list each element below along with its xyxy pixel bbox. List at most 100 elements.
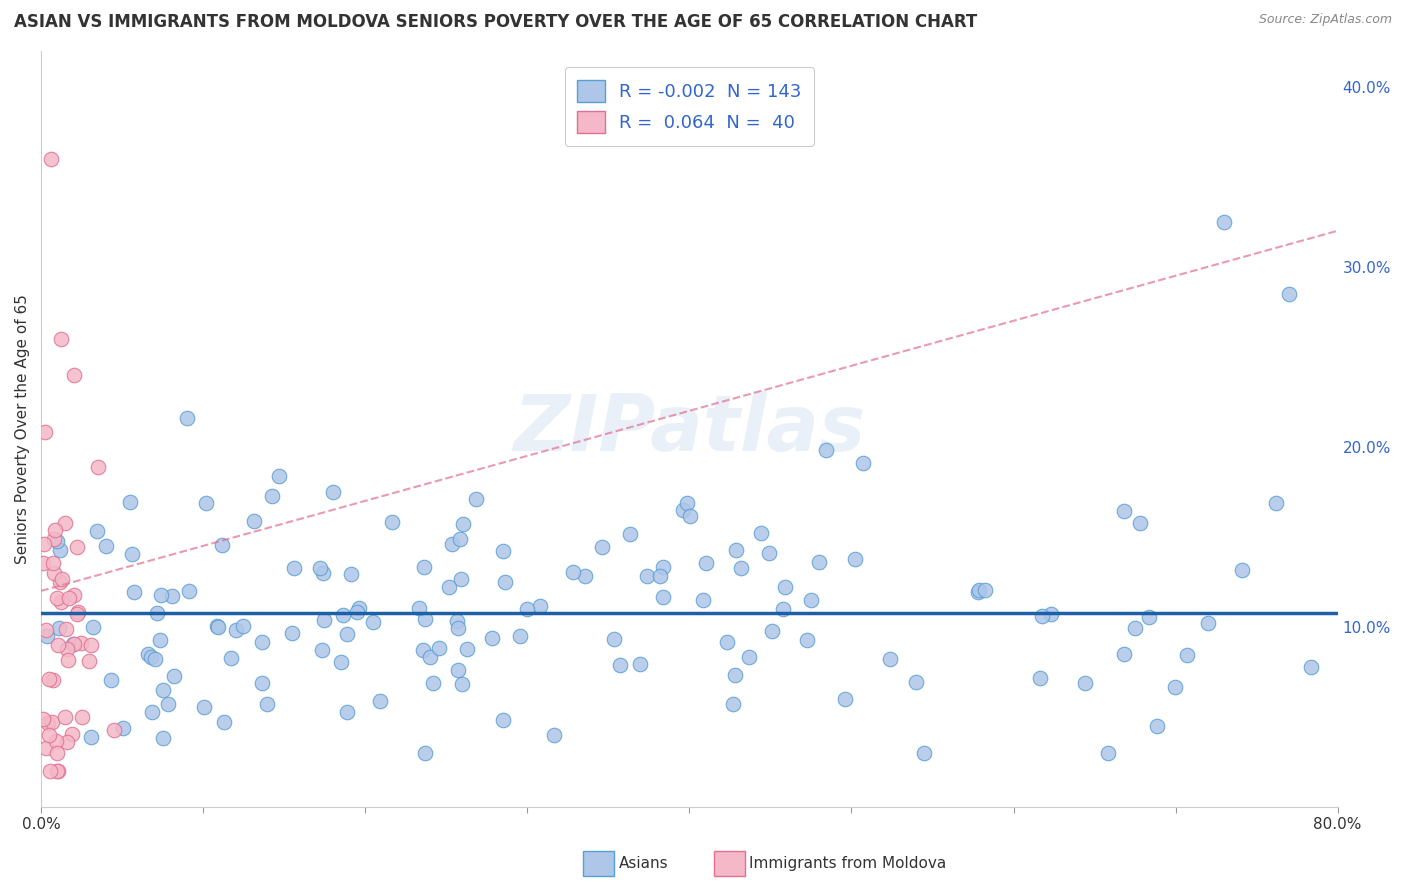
Point xyxy=(1040,607,1063,622)
Point xyxy=(636,568,658,582)
Point xyxy=(42,673,65,687)
Text: Immigrants from Moldova: Immigrants from Moldova xyxy=(749,856,946,871)
Point xyxy=(146,606,169,620)
Point xyxy=(205,619,228,633)
Point xyxy=(66,606,89,620)
Point xyxy=(574,568,596,582)
Point xyxy=(967,585,990,599)
Point xyxy=(37,715,59,730)
Point xyxy=(330,655,353,669)
Point xyxy=(465,492,488,507)
Point xyxy=(761,624,783,638)
Point xyxy=(51,595,73,609)
Point xyxy=(914,746,936,760)
Point xyxy=(1031,608,1053,623)
Point xyxy=(408,601,430,615)
Point xyxy=(492,544,515,558)
Point xyxy=(628,657,651,671)
Point xyxy=(336,705,359,719)
Point xyxy=(676,496,699,510)
Point xyxy=(38,764,60,778)
Point xyxy=(103,723,125,737)
Point xyxy=(652,590,675,604)
Point xyxy=(152,682,174,697)
Point xyxy=(724,668,747,682)
Point xyxy=(679,509,702,524)
Text: ASIAN VS IMMIGRANTS FROM MOLDOVA SENIORS POVERTY OVER THE AGE OF 65 CORRELATION : ASIAN VS IMMIGRANTS FROM MOLDOVA SENIORS… xyxy=(14,13,977,31)
Point xyxy=(56,642,79,657)
Point xyxy=(122,584,145,599)
Point xyxy=(456,641,478,656)
Point xyxy=(207,620,229,634)
Legend: R = -0.002  N = 143, R =  0.064  N =  40: R = -0.002 N = 143, R = 0.064 N = 40 xyxy=(565,67,814,145)
Point xyxy=(34,425,56,439)
Point xyxy=(1112,647,1135,661)
Point xyxy=(441,537,464,551)
Point xyxy=(852,456,875,470)
Point xyxy=(1197,615,1219,630)
Point xyxy=(46,638,69,652)
Point xyxy=(66,540,89,554)
Point xyxy=(70,710,93,724)
Point xyxy=(603,632,626,646)
Point xyxy=(361,615,384,629)
Point xyxy=(447,621,470,635)
Point xyxy=(41,714,63,729)
Point xyxy=(55,622,77,636)
Point xyxy=(42,532,65,546)
Point xyxy=(651,560,673,574)
Point xyxy=(1175,648,1198,662)
Point xyxy=(60,727,83,741)
Point xyxy=(332,608,354,623)
Point xyxy=(1097,746,1119,760)
Point xyxy=(446,615,468,629)
Point xyxy=(46,764,69,778)
Point xyxy=(695,557,717,571)
Point xyxy=(730,561,752,575)
Point xyxy=(967,582,990,597)
Point xyxy=(422,676,444,690)
Point xyxy=(1164,680,1187,694)
Point xyxy=(38,672,60,686)
Point xyxy=(1112,504,1135,518)
Point xyxy=(46,764,69,778)
Point xyxy=(219,650,242,665)
Point xyxy=(1029,671,1052,685)
Point xyxy=(34,623,56,637)
Point xyxy=(650,568,672,582)
Point xyxy=(250,635,273,649)
Point xyxy=(516,602,538,616)
Point xyxy=(529,599,551,613)
Point xyxy=(451,516,474,531)
Point xyxy=(758,546,780,560)
Point xyxy=(48,543,70,558)
Point xyxy=(44,523,66,537)
Point xyxy=(100,673,122,688)
Point xyxy=(149,588,172,602)
Point xyxy=(412,559,434,574)
Point xyxy=(80,730,103,744)
Point xyxy=(32,712,55,726)
Point xyxy=(1301,660,1323,674)
Point xyxy=(66,607,89,621)
Point xyxy=(1137,610,1160,624)
Point xyxy=(80,638,103,652)
Point xyxy=(242,514,264,528)
Point xyxy=(280,626,302,640)
Point xyxy=(308,561,330,575)
Text: Source: ZipAtlas.com: Source: ZipAtlas.com xyxy=(1258,13,1392,27)
Point xyxy=(973,582,995,597)
Point xyxy=(38,728,60,742)
Point xyxy=(492,714,515,728)
Point xyxy=(562,566,585,580)
Point xyxy=(262,489,284,503)
Point xyxy=(591,540,613,554)
Point xyxy=(163,669,186,683)
Point xyxy=(619,526,641,541)
Point xyxy=(157,697,180,711)
Point xyxy=(63,637,86,651)
Point xyxy=(1129,516,1152,530)
Point xyxy=(86,524,108,538)
Point xyxy=(49,575,72,590)
Point xyxy=(55,735,77,749)
